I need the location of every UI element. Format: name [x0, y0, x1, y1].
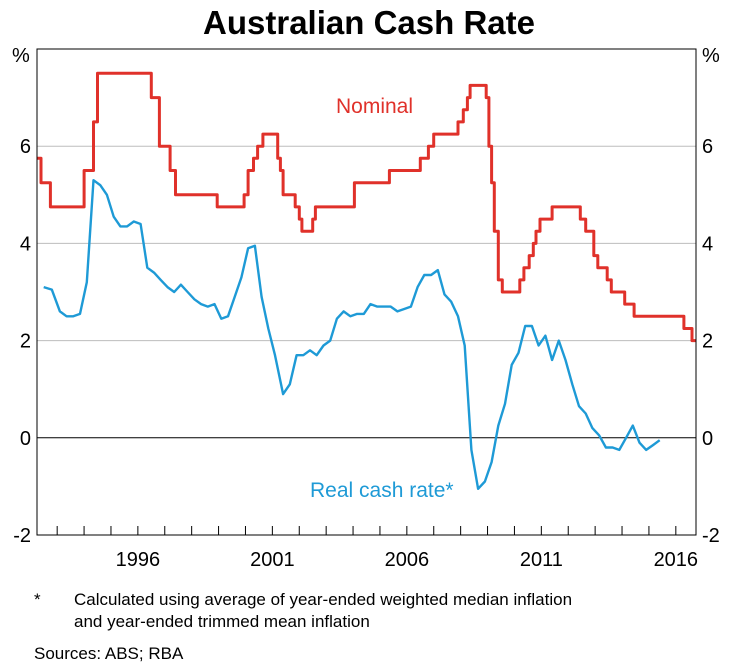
- series-label-real-cash-rate: Real cash rate*: [310, 479, 454, 502]
- sources-note: Sources: ABS; RBA: [34, 644, 184, 663]
- y-tick-label-right: 0: [702, 428, 713, 450]
- chart-title: Australian Cash Rate: [203, 4, 535, 41]
- y-tick-label-left: 4: [20, 233, 31, 255]
- x-tick-label: 1996: [116, 549, 161, 571]
- x-tick-label: 2001: [250, 549, 295, 571]
- x-tick-label: 2006: [385, 549, 430, 571]
- y-axis-unit-left: %: [12, 45, 30, 67]
- y-tick-label-left: 2: [20, 331, 31, 353]
- y-tick-label-left: -2: [13, 525, 31, 547]
- y-axis-unit-right: %: [702, 45, 720, 67]
- series-label-nominal: Nominal: [336, 95, 413, 118]
- y-tick-label-right: 4: [702, 233, 713, 255]
- y-tick-label-left: 6: [20, 136, 31, 158]
- series-line-nominal: [37, 71, 696, 343]
- footnote-line-1: Calculated using average of year-ended w…: [74, 590, 573, 609]
- gridlines: [37, 145, 696, 439]
- y-tick-label-right: 6: [702, 136, 713, 158]
- x-tick-label: 2016: [654, 549, 699, 571]
- footnote-marker: *: [34, 590, 41, 609]
- y-tick-label-right: 2: [702, 331, 713, 353]
- series-line-real-cash-rate: [43, 179, 661, 490]
- y-tick-label-left: 0: [20, 428, 31, 450]
- x-tick-label: 2011: [520, 549, 563, 571]
- series-layer: [37, 71, 696, 490]
- plot-frame: [36, 48, 697, 536]
- axes: -2 -2 0 0 2 2 4 4 6 6 1996 2001 2006 2011 2016: [13, 136, 720, 571]
- y-tick-label-right: -2: [702, 525, 720, 547]
- footnote-line-2: and year-ended trimmed mean inflation: [74, 612, 370, 631]
